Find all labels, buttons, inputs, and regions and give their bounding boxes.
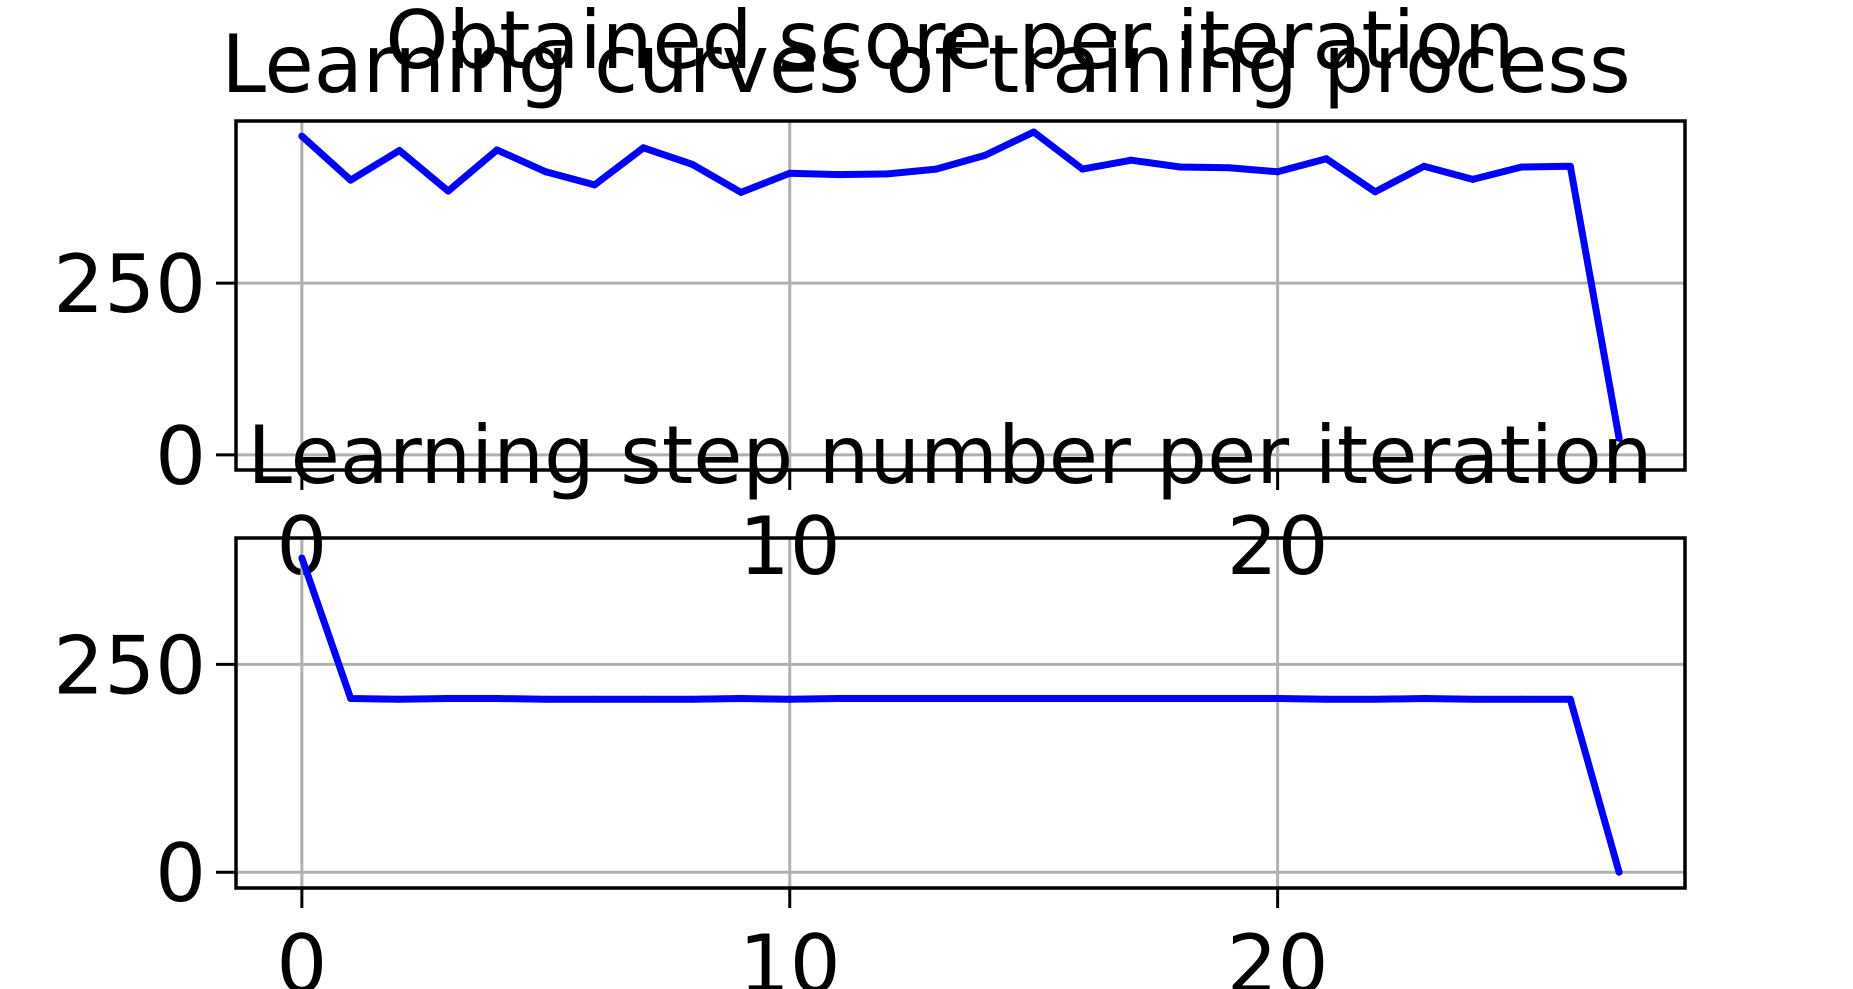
score-point-6	[591, 181, 599, 189]
steps-point-3	[444, 694, 452, 702]
steps-point-0	[298, 554, 306, 562]
score-point-9	[737, 188, 745, 196]
steps-point-19	[1225, 694, 1233, 702]
score-point-17	[1127, 156, 1135, 164]
score-point-23	[1420, 162, 1428, 170]
steps-point-27	[1615, 868, 1623, 876]
steps-point-23	[1420, 694, 1428, 702]
score-point-3	[444, 187, 452, 195]
steps-x-tick-label-20: 20	[1227, 918, 1329, 989]
score-point-21	[1322, 155, 1330, 163]
steps-point-5	[542, 695, 550, 703]
score-point-22	[1371, 188, 1379, 196]
score-point-16	[1078, 165, 1086, 173]
score-point-18	[1176, 163, 1184, 171]
score-point-8	[688, 160, 696, 168]
score-y-tick-label-250: 250	[53, 238, 206, 331]
steps-line	[298, 556, 1623, 874]
steps-point-1	[347, 694, 355, 702]
steps-subplot-title: Learning step number per iteration	[247, 409, 1652, 502]
score-point-7	[639, 144, 647, 152]
steps-axes-frame	[234, 536, 1687, 890]
score-point-26	[1566, 162, 1574, 170]
steps-point-4	[493, 694, 501, 702]
steps-subplot: 0 10 20 0 250 Learning step number per itera…	[53, 409, 1687, 989]
score-point-1	[347, 176, 355, 184]
score-points	[298, 128, 1623, 442]
steps-point-6	[591, 695, 599, 703]
steps-point-17	[1127, 694, 1135, 702]
score-point-4	[493, 146, 501, 154]
score-point-24	[1469, 175, 1477, 183]
score-subplot-title: Obtained score per iteration	[385, 0, 1514, 87]
steps-point-20	[1274, 694, 1282, 702]
score-y-tick-label-0: 0	[155, 410, 206, 503]
score-axes-frame	[234, 119, 1687, 472]
score-point-20	[1274, 168, 1282, 176]
steps-x-tick-label-0: 0	[276, 918, 327, 989]
score-gridlines	[236, 121, 1685, 470]
steps-point-21	[1322, 695, 1330, 703]
steps-point-8	[688, 695, 696, 703]
score-point-11	[835, 171, 843, 179]
steps-point-22	[1371, 695, 1379, 703]
score-point-10	[786, 169, 794, 177]
score-point-12	[883, 170, 891, 178]
score-point-15	[1030, 128, 1038, 136]
score-point-25	[1518, 163, 1526, 171]
steps-point-24	[1469, 695, 1477, 703]
steps-point-16	[1078, 694, 1086, 702]
score-point-5	[542, 168, 550, 176]
steps-x-tick-label-10: 10	[739, 918, 841, 989]
score-point-13	[932, 165, 940, 173]
steps-point-11	[835, 694, 843, 702]
steps-point-7	[639, 695, 647, 703]
steps-point-9	[737, 694, 745, 702]
steps-y-tick-label-250: 250	[53, 619, 206, 712]
score-line	[299, 128, 1623, 440]
score-point-0	[298, 132, 306, 140]
steps-point-2	[395, 695, 403, 703]
steps-point-26	[1566, 695, 1574, 703]
steps-points	[298, 554, 1623, 876]
steps-y-tick-label-0: 0	[155, 827, 206, 920]
figure-suptitle: Learning curves of training process	[221, 18, 1630, 111]
score-point-27	[1615, 434, 1623, 442]
steps-point-14	[981, 694, 989, 702]
steps-gridlines	[236, 538, 1685, 888]
steps-point-25	[1518, 695, 1526, 703]
score-point-14	[981, 151, 989, 159]
steps-point-12	[883, 694, 891, 702]
score-point-19	[1225, 164, 1233, 172]
steps-point-18	[1176, 694, 1184, 702]
steps-point-13	[932, 694, 940, 702]
steps-ticks: 0 10 20 0 250	[53, 619, 1328, 989]
score-point-2	[395, 147, 403, 155]
steps-point-15	[1030, 694, 1038, 702]
steps-point-10	[786, 695, 794, 703]
